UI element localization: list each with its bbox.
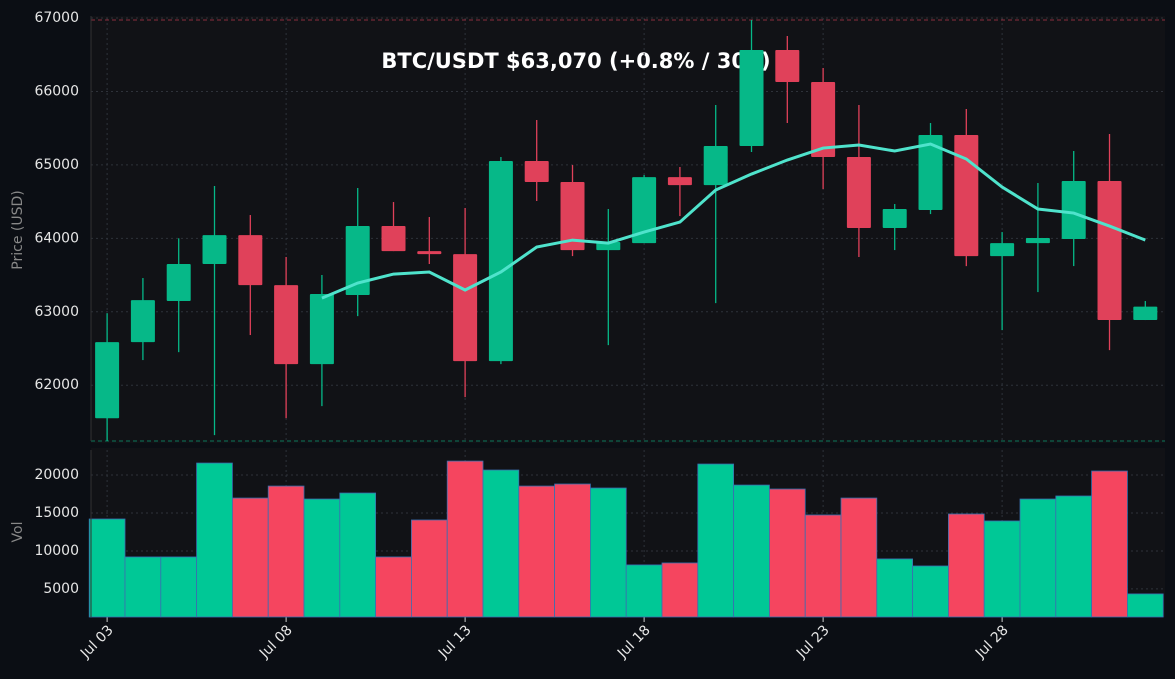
volume-bar (88, 518, 126, 618)
candle-body (1061, 181, 1086, 240)
moving-average-line (321, 142, 1146, 300)
y-tick-label: 64000 (34, 230, 79, 246)
candle-body (345, 226, 370, 296)
volume-bar (160, 556, 198, 618)
candle-body (381, 226, 406, 252)
candle-body (1097, 181, 1122, 321)
candle-body (954, 135, 979, 257)
volume-bar (733, 484, 770, 618)
volume-bar (303, 498, 341, 618)
candle-body (309, 294, 334, 365)
volume-axis-label: Vol (10, 522, 26, 543)
y-tick-label: 62000 (34, 377, 79, 393)
volume-bar (339, 492, 377, 618)
candle-body (130, 300, 155, 343)
candle-body (1025, 238, 1050, 244)
candle-body (95, 342, 120, 419)
candle-body (524, 161, 549, 183)
price-panel (91, 16, 1165, 443)
volume-bar (196, 462, 233, 618)
y-axis-label: Price (USD) (10, 190, 26, 269)
volume-bar (912, 565, 949, 618)
candle-body (417, 251, 442, 255)
volume-bar (1055, 495, 1093, 618)
candle-body (667, 177, 692, 186)
volume-bar (267, 485, 305, 618)
volume-bar (482, 469, 520, 618)
y-tick-label: 65000 (34, 157, 79, 173)
volume-bar (769, 488, 806, 618)
volume-bar (411, 519, 448, 618)
volume-bar (840, 497, 878, 618)
candle-body (918, 135, 943, 211)
volume-bar (518, 485, 556, 618)
volume-bar (697, 463, 735, 618)
volume-bar (375, 556, 412, 618)
chart-title: BTC/USDT $63,070 (+0.8% / 30d) (381, 49, 770, 73)
volume-bar (983, 520, 1021, 618)
candle-body (202, 235, 227, 265)
volume-bar (804, 514, 842, 618)
candle-body (274, 285, 299, 365)
volume-bar (1019, 498, 1057, 618)
candle-body (488, 161, 513, 362)
volume-bar (948, 513, 985, 618)
candle-body (990, 243, 1015, 257)
y-tick-label: 67000 (34, 10, 79, 26)
volume-tick-label: 15000 (34, 505, 79, 521)
volume-bar (625, 564, 663, 618)
candle-body (632, 177, 657, 244)
volume-tick-label: 20000 (34, 467, 79, 483)
volume-tick-label: 10000 (34, 543, 79, 559)
candle-body (453, 254, 478, 362)
candle-body (1133, 306, 1158, 321)
volume-bar (446, 460, 484, 618)
y-tick-label: 63000 (34, 304, 79, 320)
volume-bar (124, 556, 162, 618)
volume-bar (554, 483, 591, 618)
volume-bar (1091, 470, 1128, 618)
volume-bar (590, 487, 627, 618)
candle-body (846, 157, 871, 229)
y-tick-label: 66000 (34, 83, 79, 99)
candle-body (560, 182, 585, 251)
volume-bar (876, 558, 914, 618)
candle-body (811, 82, 836, 158)
volume-bar (1127, 593, 1164, 618)
volume-tick-label: 5000 (43, 581, 79, 597)
volume-bar (661, 562, 699, 618)
candle-body (238, 235, 263, 286)
volume-bar (232, 497, 269, 618)
candle-body (739, 50, 764, 147)
candle-body (775, 50, 800, 83)
candle-body (703, 146, 728, 186)
candle-body (166, 264, 191, 302)
candle-body (882, 209, 907, 229)
